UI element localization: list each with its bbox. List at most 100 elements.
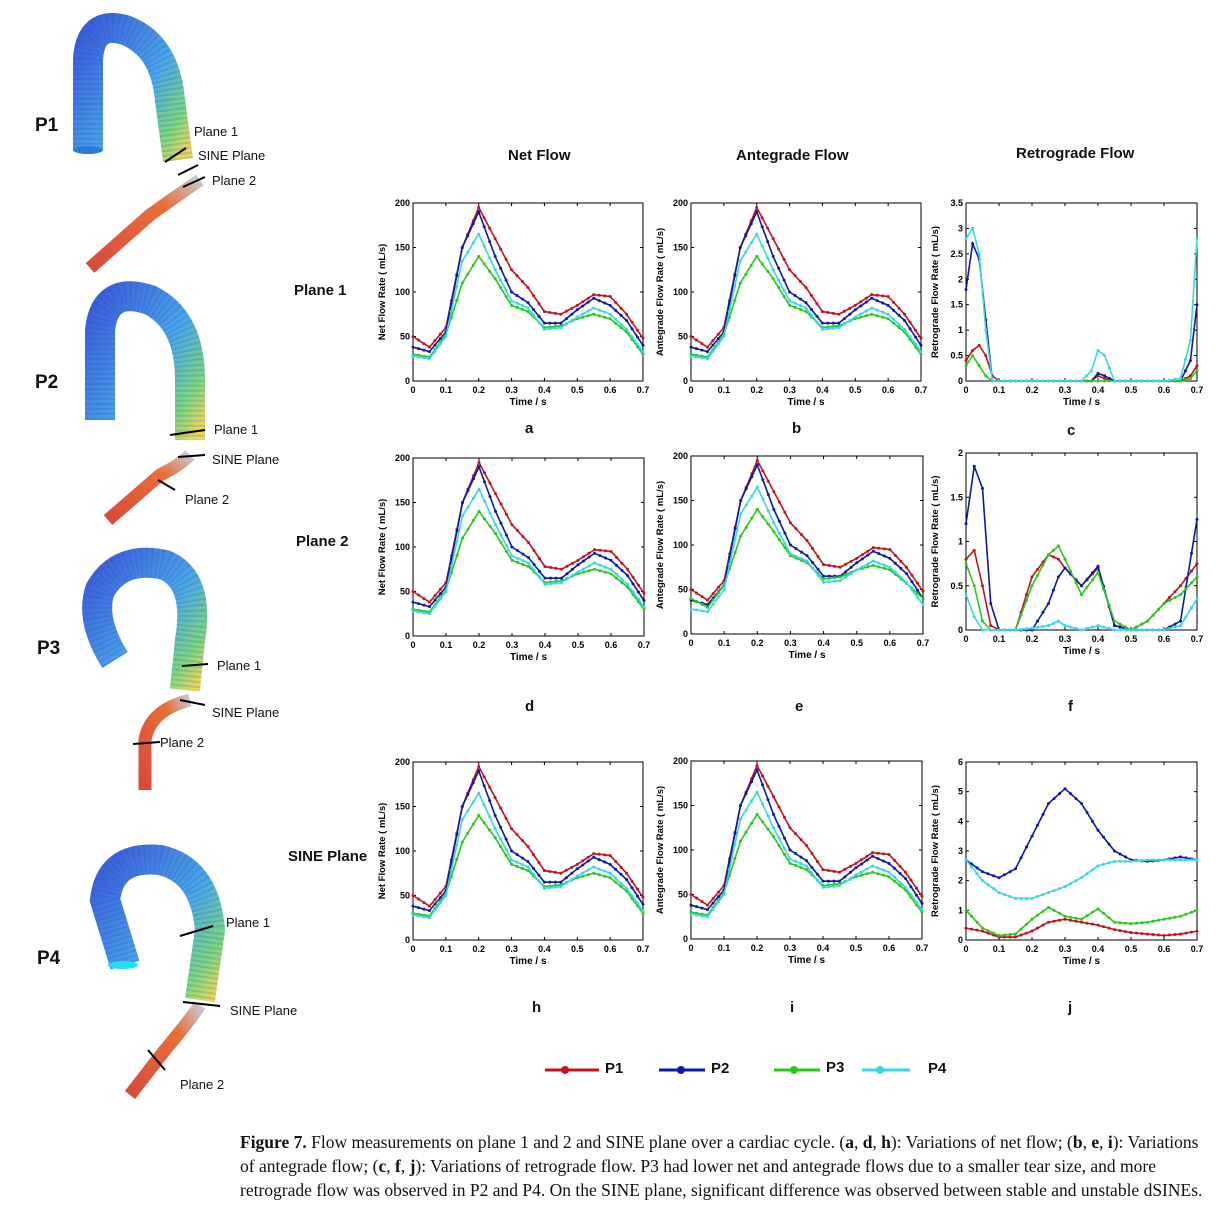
x-tick-label: 0.2 (1026, 634, 1039, 644)
data-point-P1 (1195, 562, 1199, 566)
caption-text: , (853, 1132, 863, 1152)
data-point-P4 (1146, 858, 1149, 862)
data-point-P1 (915, 886, 918, 890)
data-point-P3 (521, 308, 525, 312)
data-point-P3 (777, 538, 781, 542)
data-point-P3 (981, 619, 984, 623)
data-point-P2 (538, 569, 541, 573)
x-tick-label: 0.3 (1059, 634, 1072, 644)
data-point-P4 (782, 289, 786, 293)
data-point-P4 (865, 867, 869, 871)
data-point-P4 (826, 327, 830, 331)
data-point-P3 (641, 352, 645, 356)
data-point-P3 (882, 566, 886, 570)
data-point-P3 (510, 558, 514, 562)
data-point-P2 (1080, 584, 1083, 588)
data-point-P2 (794, 852, 797, 856)
caption-text: ): Variations of net flow; ( (890, 1132, 1073, 1152)
data-point-P3 (749, 263, 753, 267)
data-point-P2 (455, 833, 459, 837)
x-tick-label: 0.1 (993, 944, 1006, 954)
x-axis-label: Time / s (1063, 646, 1100, 657)
data-point-P3 (597, 873, 601, 877)
data-point-P1 (711, 592, 715, 596)
data-point-P4 (1003, 379, 1006, 383)
data-point-P4 (755, 485, 759, 489)
data-point-P3 (744, 272, 748, 276)
data-point-P2 (831, 321, 835, 325)
y-tick-label: 200 (395, 757, 410, 767)
data-point-P4 (1183, 357, 1187, 361)
data-point-P2 (564, 876, 568, 880)
data-point-P4 (964, 237, 968, 241)
data-point-P3 (455, 857, 459, 861)
data-point-P4 (799, 557, 803, 561)
data-point-P1 (1179, 584, 1182, 588)
data-point-P4 (694, 355, 698, 359)
data-point-P1 (971, 348, 975, 352)
data-point-P3 (466, 527, 470, 531)
data-point-P4 (575, 874, 579, 878)
data-point-P3 (977, 364, 981, 368)
data-point-P3 (1124, 625, 1127, 629)
x-tick-label: 0.2 (751, 943, 764, 953)
data-point-P3 (1151, 613, 1155, 617)
data-point-P3 (1003, 933, 1006, 937)
data-point-P1 (837, 312, 841, 316)
data-point-P4 (1047, 379, 1050, 383)
x-axis-label: Time / s (788, 955, 825, 966)
data-point-P3 (1157, 918, 1160, 922)
data-point-P3 (964, 908, 968, 912)
data-point-P4 (986, 883, 990, 887)
data-point-P4 (870, 306, 874, 310)
data-point-P3 (608, 317, 612, 321)
data-point-P2 (1051, 588, 1055, 592)
data-point-P1 (977, 343, 981, 347)
data-point-P2 (914, 335, 918, 339)
data-point-P1 (1051, 555, 1055, 559)
plane-marker-line (177, 164, 199, 176)
data-point-P4 (892, 317, 896, 321)
data-point-P2 (750, 780, 753, 784)
data-point-P1 (882, 852, 885, 856)
legend-p2-swatch (659, 1066, 705, 1074)
data-point-P4 (455, 843, 459, 847)
x-tick-label: 0.4 (538, 944, 551, 954)
data-point-P2 (504, 278, 508, 282)
data-point-P3 (972, 584, 976, 588)
data-point-P1 (811, 547, 815, 551)
data-point-P1 (893, 553, 897, 557)
data-point-P1 (1056, 557, 1060, 561)
data-point-P4 (630, 894, 634, 898)
data-point-P2 (587, 555, 591, 559)
data-point-P2 (881, 301, 885, 305)
data-point-P2 (570, 312, 574, 316)
data-point-P4 (570, 318, 574, 322)
data-point-P2 (915, 893, 918, 897)
data-point-P2 (711, 901, 715, 905)
data-point-P1 (914, 328, 918, 332)
data-point-P3 (921, 596, 925, 600)
data-point-P4 (788, 299, 792, 303)
data-point-P4 (537, 879, 541, 883)
data-point-P2 (477, 769, 481, 773)
data-point-P1 (760, 216, 764, 220)
data-point-P4 (849, 876, 852, 880)
data-point-P4 (977, 252, 981, 256)
plane-label: Plane 2 (185, 492, 230, 507)
data-point-P2 (875, 299, 879, 303)
data-point-P2 (1096, 371, 1100, 375)
data-point-P4 (728, 867, 731, 871)
data-point-P2 (788, 543, 792, 547)
x-tick-label: 0.3 (505, 385, 518, 395)
caption-ref: b (1072, 1132, 1083, 1152)
data-point-P2 (427, 909, 431, 913)
y-tick-label: 100 (673, 540, 688, 550)
data-point-P2 (986, 872, 990, 876)
data-point-P2 (549, 576, 552, 580)
y-tick-label: 3 (958, 223, 963, 233)
data-point-P4 (1069, 882, 1072, 886)
data-point-P4 (515, 860, 519, 864)
data-point-P1 (1102, 925, 1105, 929)
data-point-P2 (871, 549, 875, 553)
